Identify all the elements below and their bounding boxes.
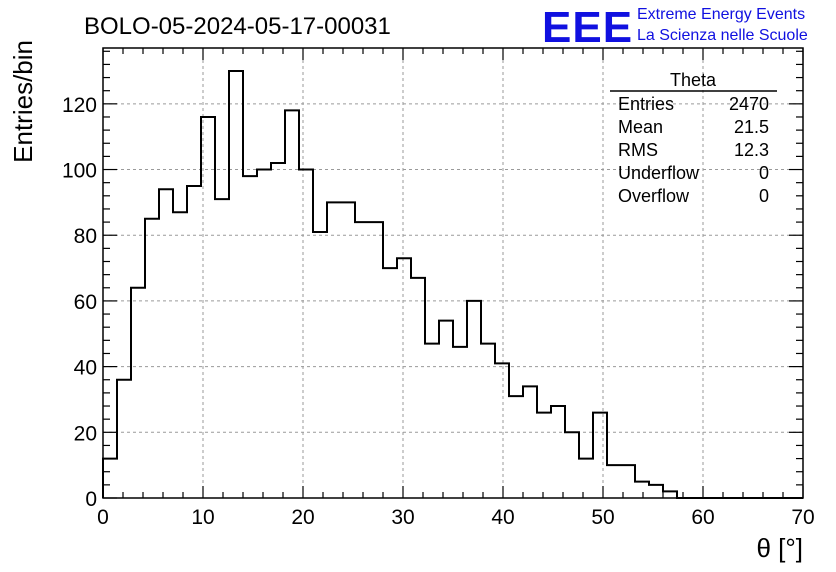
histogram-bin	[369, 222, 383, 498]
histogram-bin	[481, 344, 495, 498]
histogram-bin	[551, 406, 565, 498]
histogram-bin	[537, 413, 551, 498]
stats-row-value: 0	[759, 163, 769, 183]
axis-ticks	[102, 48, 804, 499]
histogram-bin	[411, 278, 425, 498]
y-tick-label: 60	[74, 291, 97, 314]
histogram-bin	[229, 71, 243, 498]
histogram-bin	[285, 110, 299, 498]
x-tick-labels: 0 10 20 30 40 50 60 70	[97, 506, 815, 529]
histogram-bin	[327, 202, 341, 498]
eee-logo: EEE Extreme Energy Events La Scienza nel…	[542, 3, 808, 52]
histogram-bin	[341, 202, 355, 498]
stats-row-label: Mean	[618, 117, 663, 137]
x-tick-label: 30	[391, 506, 414, 529]
plot-frame	[102, 47, 804, 499]
histogram-bin	[453, 347, 467, 498]
y-tick-label: 0	[85, 488, 97, 511]
histogram-bin	[243, 176, 257, 498]
stats-row-value: 0	[759, 186, 769, 206]
histogram-series	[102, 69, 803, 499]
stats-row-label: RMS	[618, 140, 658, 160]
histogram-bin	[523, 386, 537, 498]
stats-row-value: 2470	[729, 94, 769, 114]
histogram-bin	[103, 459, 117, 498]
stats-row-label: Underflow	[618, 163, 700, 183]
histogram-bin	[607, 465, 621, 498]
stats-row-label: Overflow	[618, 186, 690, 206]
histogram-bin	[271, 163, 285, 498]
histogram-bin	[579, 459, 593, 498]
histogram-bin	[509, 396, 523, 498]
histogram-bin	[383, 268, 397, 498]
histogram-bin	[257, 170, 271, 498]
histogram-bin	[145, 219, 159, 498]
histogram-bin	[565, 432, 579, 498]
histogram-outline	[102, 69, 803, 499]
x-tick-label: 0	[97, 506, 109, 529]
stats-row-value: 12.3	[734, 140, 769, 160]
histogram-bin	[593, 413, 607, 498]
stats-row-value: 21.5	[734, 117, 769, 137]
y-tick-label: 40	[74, 357, 97, 380]
histogram-bin	[299, 170, 313, 498]
histogram-bin	[425, 344, 439, 498]
logo-line-1: Extreme Energy Events	[637, 6, 805, 23]
x-tick-label: 10	[191, 506, 214, 529]
grid-lines	[103, 48, 803, 498]
plot-frame-rect	[102, 47, 804, 499]
x-tick-label: 40	[491, 506, 514, 529]
histogram-bin	[187, 186, 201, 498]
logo-mark: EEE	[542, 3, 633, 52]
histogram-bin	[649, 485, 663, 498]
y-tick-label: 120	[62, 94, 97, 117]
histogram-bin	[495, 363, 509, 498]
histogram-bin	[215, 199, 229, 498]
histogram-bin	[201, 117, 215, 498]
x-tick-label: 20	[291, 506, 314, 529]
histogram-bin	[355, 222, 369, 498]
y-tick-label: 20	[74, 422, 97, 445]
y-tick-label: 100	[62, 160, 97, 183]
histogram-bin	[313, 232, 327, 498]
histogram-bin	[397, 258, 411, 498]
histogram-bin	[635, 482, 649, 498]
x-tick-label: 60	[691, 506, 714, 529]
histogram-bin	[439, 321, 453, 498]
histogram-bin	[131, 288, 145, 498]
y-tick-labels: 0 20 40 60 80 100 120	[62, 94, 97, 511]
y-tick-label: 80	[74, 225, 97, 248]
stats-name: Theta	[670, 70, 717, 90]
y-axis-title: Entries/bin	[8, 40, 38, 163]
stats-row-label: Entries	[618, 94, 674, 114]
x-tick-label: 70	[791, 506, 814, 529]
logo-line-2: La Scienza nelle Scuole	[637, 27, 808, 44]
stats-box: Theta Entries 2470 Mean 21.5 RMS 12.3 Underflo…	[610, 70, 777, 206]
chart-title: BOLO-05-2024-05-17-00031	[84, 13, 391, 40]
histogram-bin	[117, 380, 131, 498]
histogram-bin	[173, 212, 187, 498]
histogram-bin	[159, 189, 173, 498]
x-tick-label: 50	[591, 506, 614, 529]
x-axis-title: θ [°]	[756, 533, 803, 563]
histogram-bin	[467, 301, 481, 498]
histogram-bin	[663, 491, 677, 498]
